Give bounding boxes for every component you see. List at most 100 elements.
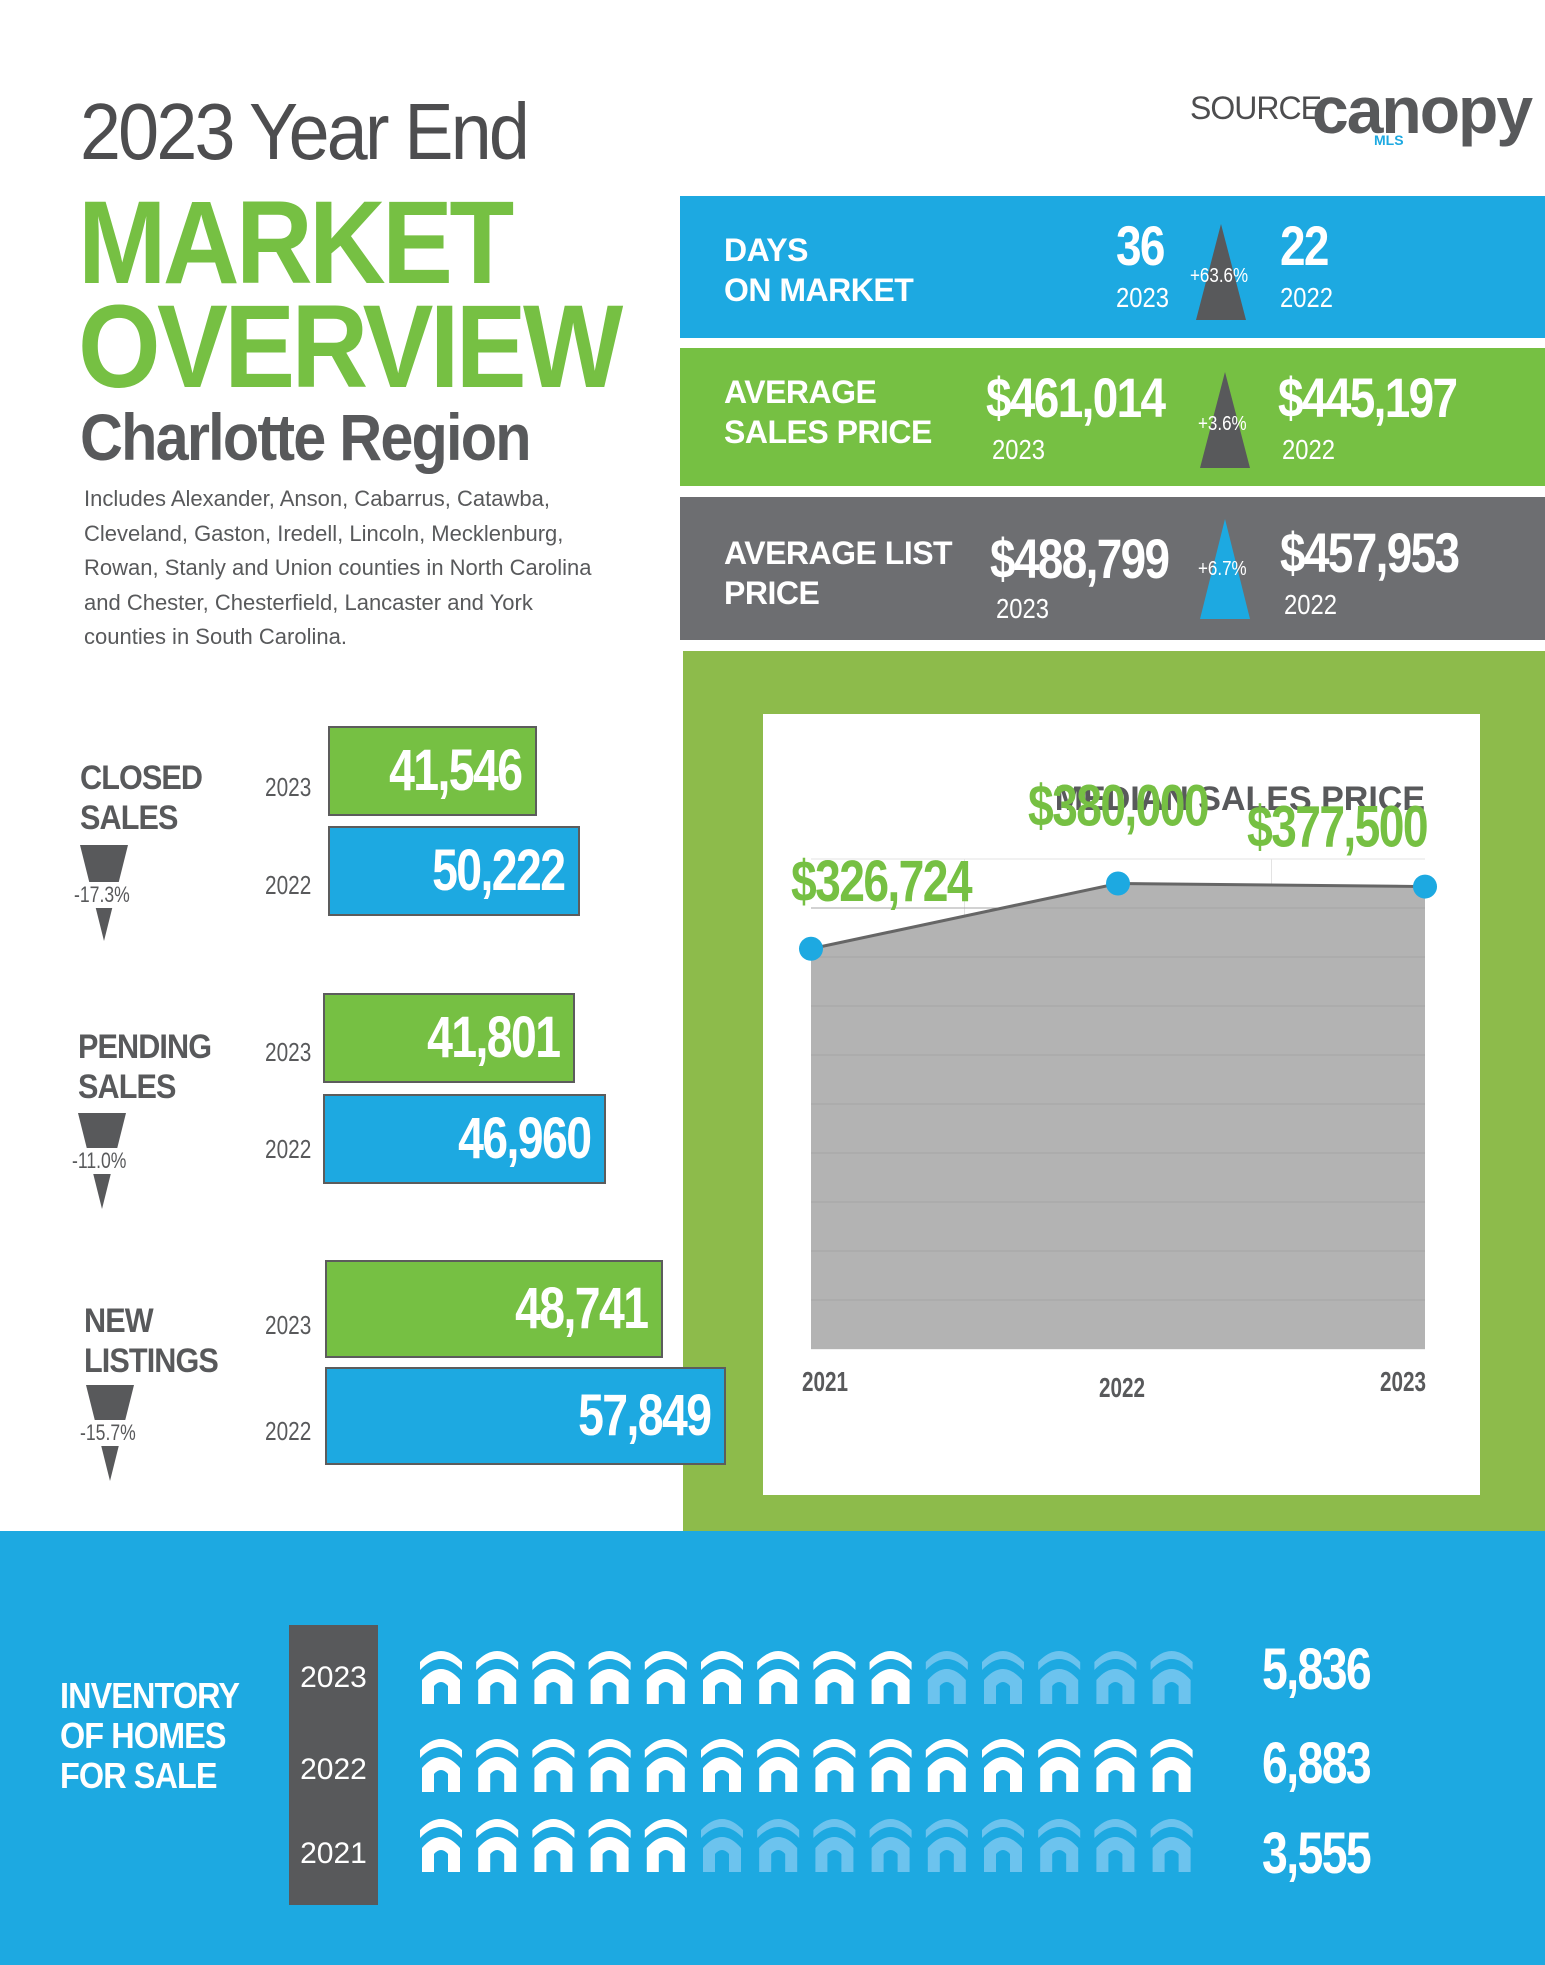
house-body	[984, 1669, 1022, 1704]
house-roof	[1038, 1651, 1081, 1670]
house-icon	[757, 1819, 800, 1872]
house-icon	[1094, 1739, 1137, 1792]
house-roof	[1150, 1739, 1193, 1758]
region-title: Charlotte Region	[80, 400, 532, 474]
data-point	[1413, 874, 1437, 899]
house-icon	[644, 1651, 687, 1704]
bar-value: 41,546	[388, 738, 523, 803]
data-point	[799, 936, 823, 961]
house-body	[534, 1669, 573, 1704]
inventory-value: 6,883	[1262, 1731, 1372, 1796]
house-body	[590, 1837, 629, 1872]
house-roof	[925, 1739, 968, 1758]
inventory-value: 3,555	[1262, 1821, 1372, 1886]
house-icon	[420, 1739, 462, 1792]
house-body	[703, 1757, 741, 1792]
stat-change: +63.6%	[1190, 265, 1249, 287]
house-icon	[476, 1651, 519, 1704]
stat-current-value: $488,799	[990, 527, 1170, 590]
median-sales-price-chart: MEDIAN SALES PRICE $326,724 2021 $380,000 2…	[791, 774, 1437, 1403]
house-roof	[476, 1819, 519, 1838]
new-listings-change: -15.7%	[80, 1420, 136, 1446]
house-icon	[925, 1819, 968, 1872]
stat-previous-year: 2022	[1280, 282, 1333, 313]
stat-label: AVERAGE SALES PRICE	[724, 374, 932, 450]
house-icon	[757, 1651, 800, 1704]
house-body	[1152, 1757, 1191, 1792]
stat-current-value: 36	[1116, 214, 1165, 277]
house-body	[871, 1837, 910, 1872]
house-roof	[1038, 1819, 1081, 1838]
new-listings-label: NEW LISTINGS	[84, 1302, 219, 1380]
house-body	[759, 1669, 798, 1704]
house-roof	[644, 1819, 687, 1838]
up-triangle-icon	[1196, 224, 1246, 320]
house-icon	[925, 1651, 968, 1704]
house-icon	[1150, 1651, 1193, 1704]
house-body	[590, 1669, 629, 1704]
house-body	[646, 1757, 685, 1792]
house-body	[422, 1757, 460, 1792]
house-roof	[757, 1819, 800, 1838]
house-icon	[982, 1651, 1024, 1704]
house-body	[534, 1757, 573, 1792]
title-overview: OVERVIEW	[78, 281, 623, 413]
house-roof	[982, 1819, 1024, 1838]
stat-current-year: 2023	[996, 593, 1049, 624]
up-triangle-icon	[1200, 519, 1250, 619]
data-label: $377,500	[1247, 795, 1427, 860]
data-point	[1106, 871, 1130, 896]
canopy-mls-logo: SOURCE canopy MLS	[1190, 73, 1533, 158]
bar-value: 48,741	[514, 1276, 649, 1341]
stat-current-value: $461,014	[986, 366, 1166, 429]
house-icon	[1094, 1651, 1137, 1704]
logo-canopy-text: canopy	[1312, 73, 1533, 147]
inventory-year-column: 2023 2022 2021	[289, 1625, 378, 1905]
house-roof	[644, 1651, 687, 1670]
house-body	[703, 1837, 741, 1872]
year-label: 2022	[265, 1416, 312, 1446]
house-icon	[644, 1739, 687, 1792]
up-triangle-icon	[1200, 372, 1250, 468]
house-body	[1040, 1669, 1079, 1704]
house-roof	[644, 1739, 687, 1758]
stat-previous-value: 22	[1280, 214, 1329, 277]
house-body	[1096, 1837, 1135, 1872]
house-roof	[476, 1739, 519, 1758]
year-end-heading: 2023 Year End	[80, 87, 530, 176]
house-roof	[701, 1819, 743, 1838]
stat-current-year: 2023	[1116, 282, 1169, 313]
house-roof	[588, 1819, 631, 1838]
stat-change: +3.6%	[1198, 413, 1247, 435]
bar-value: 50,222	[431, 838, 566, 903]
house-body	[703, 1669, 741, 1704]
pending-sales-2022-bar: 46,960	[323, 1094, 606, 1184]
house-roof	[476, 1651, 519, 1670]
house-body	[759, 1837, 798, 1872]
house-icon	[701, 1819, 743, 1872]
house-body	[871, 1669, 910, 1704]
stat-label: AVERAGE LIST PRICE	[724, 535, 953, 611]
chart-card: MEDIAN SALES PRICE $326,724 2021 $380,000 2…	[763, 714, 1480, 1495]
house-body	[984, 1757, 1022, 1792]
house-body	[422, 1669, 460, 1704]
house-icon	[869, 1739, 912, 1792]
house-icon	[813, 1739, 856, 1792]
house-roof	[1094, 1739, 1137, 1758]
house-icon	[588, 1651, 631, 1704]
house-icon	[982, 1739, 1024, 1792]
house-roof	[588, 1651, 631, 1670]
house-body	[478, 1757, 517, 1792]
house-body	[534, 1837, 573, 1872]
house-icon	[813, 1819, 856, 1872]
title-market: MARKET	[78, 177, 514, 309]
house-body	[759, 1757, 798, 1792]
average-list-price-band: AVERAGE LIST PRICE $488,799 2023 +6.7% $…	[680, 497, 1545, 640]
house-icon	[588, 1819, 631, 1872]
house-icon	[757, 1739, 800, 1792]
house-roof	[420, 1819, 462, 1838]
bar-value: 46,960	[457, 1106, 592, 1171]
house-body	[815, 1757, 854, 1792]
inventory-house-icons	[420, 1651, 1193, 1872]
logo-mls-text: MLS	[1374, 132, 1404, 148]
